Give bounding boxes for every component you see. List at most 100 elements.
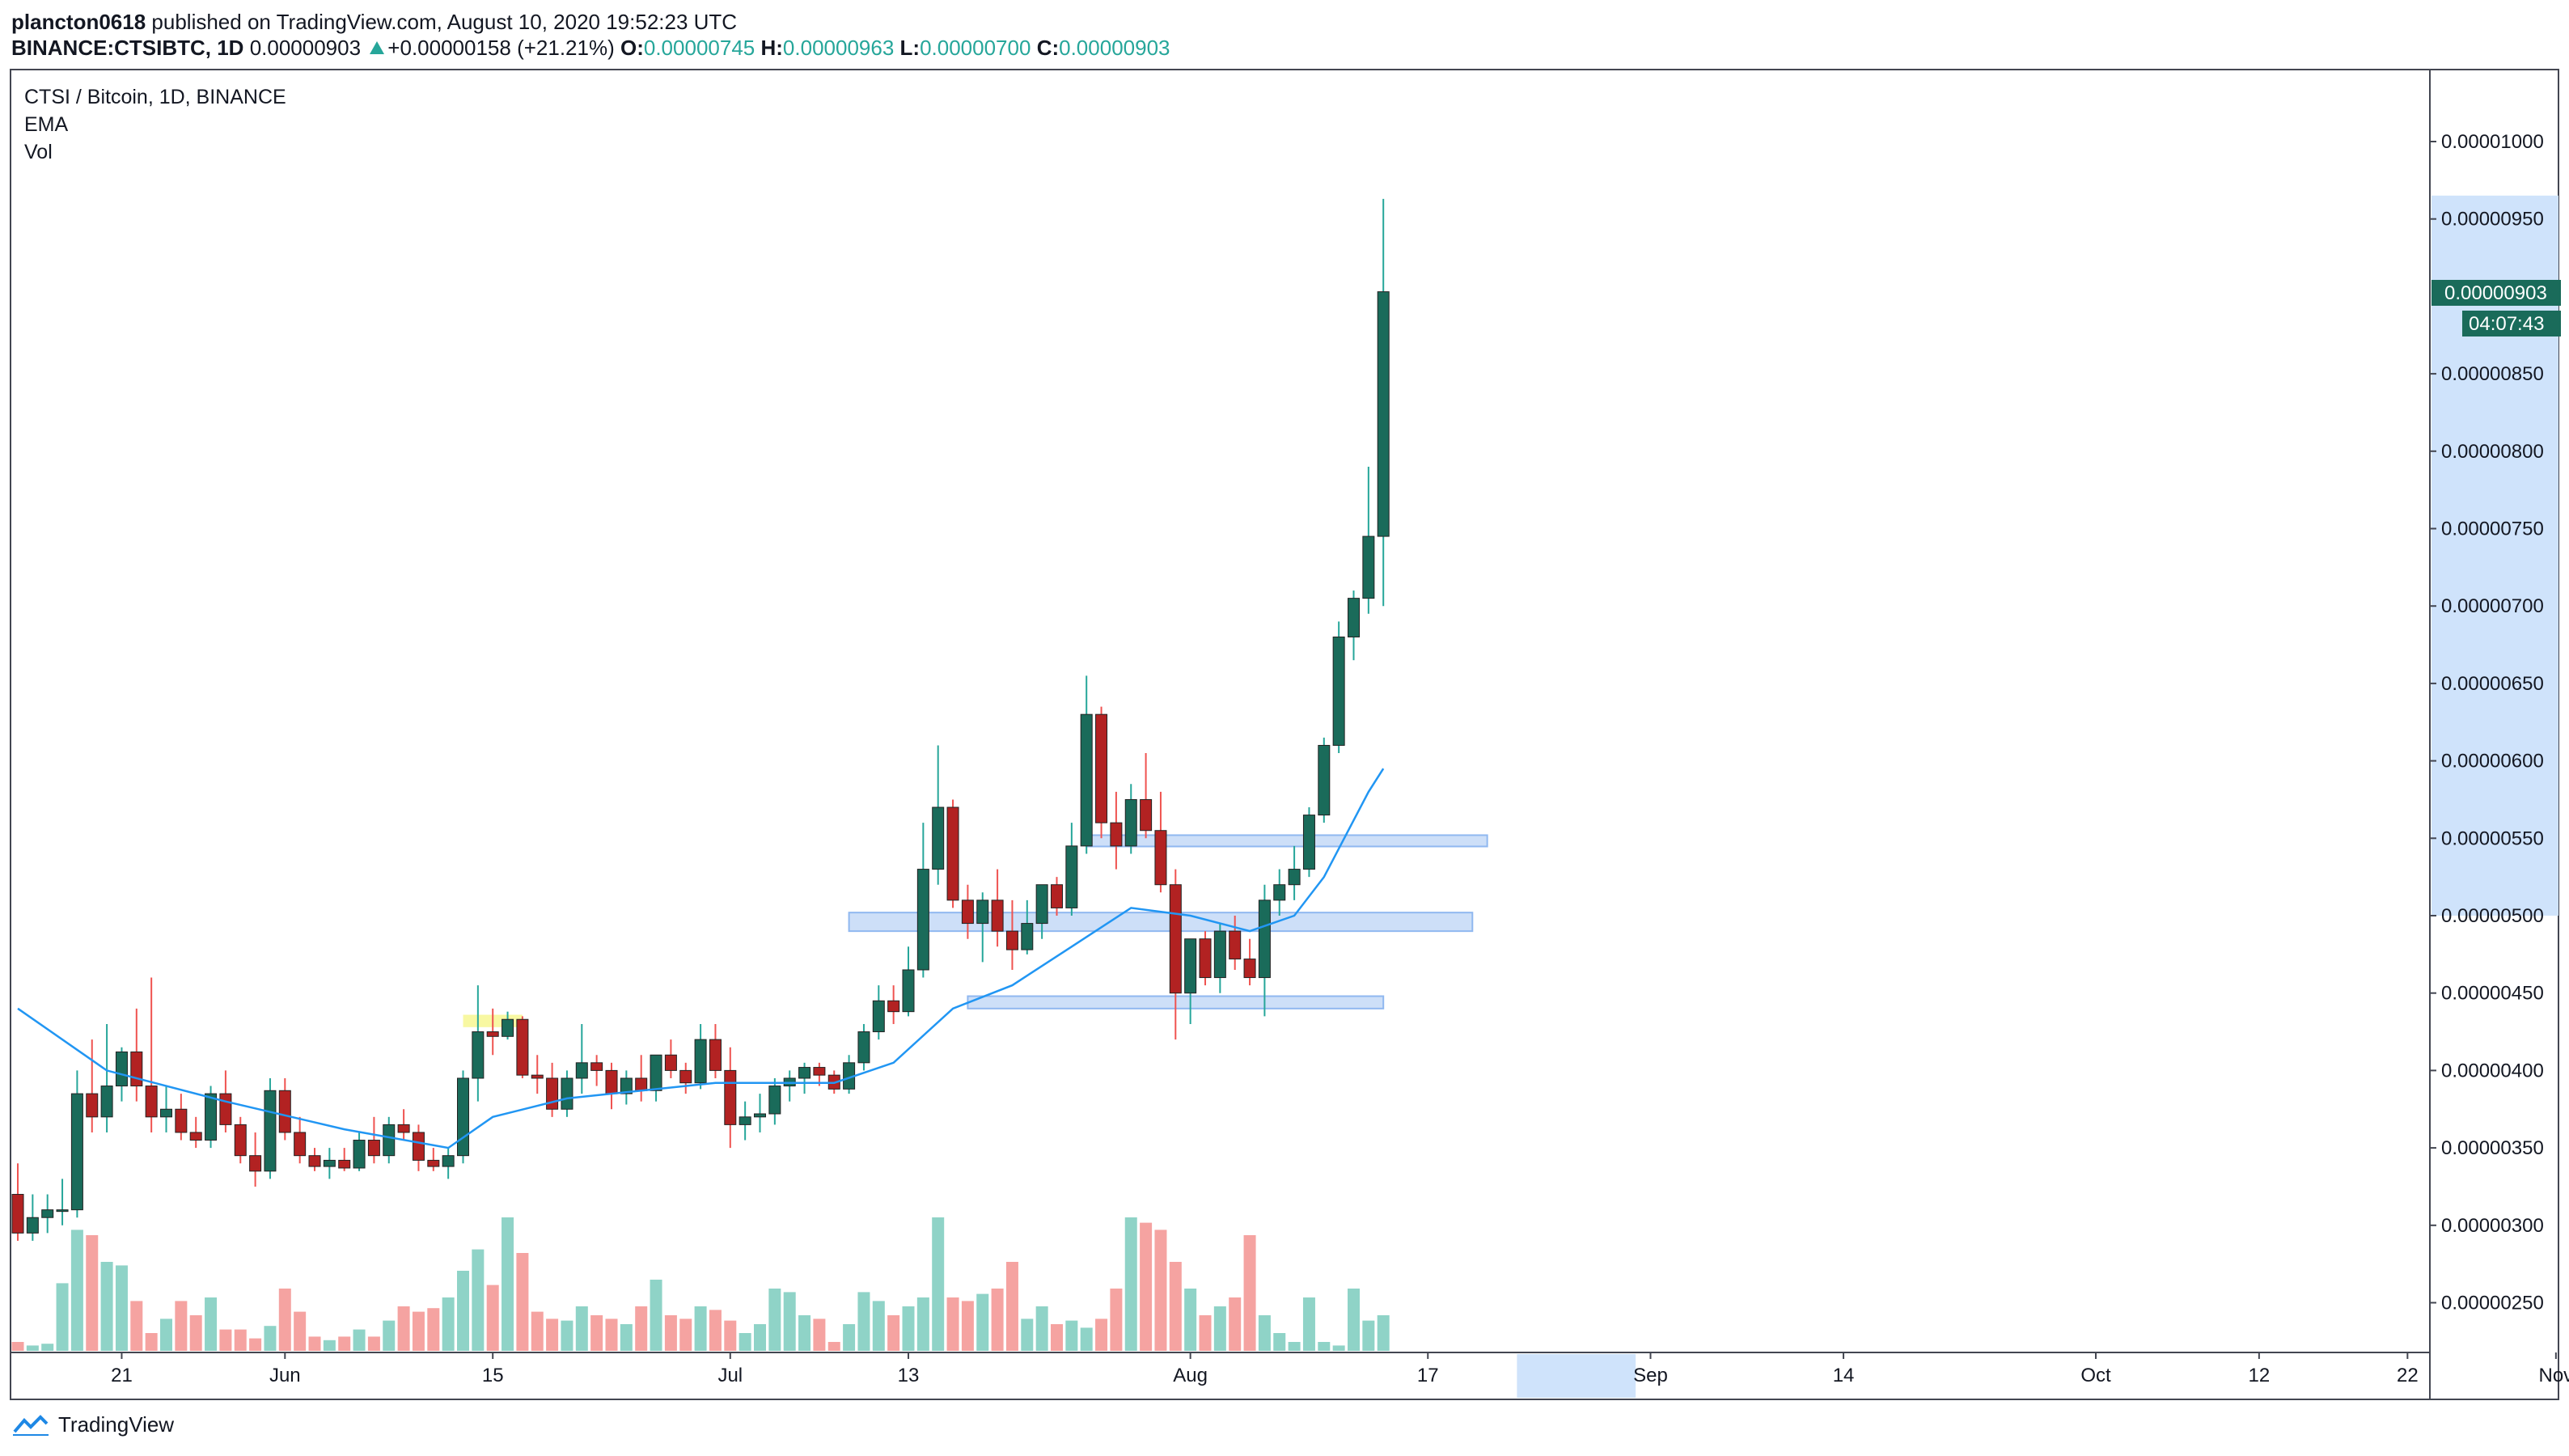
candle[interactable] — [916, 823, 929, 978]
candle[interactable] — [1169, 869, 1182, 1040]
candle[interactable] — [278, 1077, 291, 1141]
candle[interactable] — [145, 977, 158, 1132]
candle[interactable] — [754, 1094, 766, 1132]
candle[interactable] — [323, 1148, 336, 1179]
candle[interactable] — [397, 1109, 410, 1141]
volume-bar — [709, 1310, 722, 1351]
candle[interactable] — [635, 1055, 648, 1102]
candle[interactable] — [1065, 823, 1078, 916]
candle[interactable] — [857, 1023, 870, 1071]
candle[interactable] — [605, 1062, 618, 1110]
candle[interactable] — [70, 1070, 83, 1218]
candle[interactable] — [575, 1023, 588, 1094]
candle[interactable] — [516, 1016, 529, 1078]
support-zone-2[interactable] — [848, 912, 1474, 933]
footer-brand[interactable]: TradingView — [11, 1412, 174, 1437]
candle[interactable] — [590, 1055, 603, 1086]
candle[interactable] — [249, 1132, 262, 1187]
candle[interactable] — [1332, 621, 1345, 754]
candle[interactable] — [41, 1194, 54, 1234]
candle[interactable] — [1021, 899, 1034, 954]
candle[interactable] — [976, 892, 989, 963]
candle[interactable] — [709, 1023, 722, 1078]
candle[interactable] — [1213, 923, 1226, 993]
candle[interactable] — [1184, 938, 1197, 1024]
candle[interactable] — [1318, 737, 1331, 823]
candle[interactable] — [1199, 931, 1212, 986]
candle[interactable] — [1035, 884, 1048, 939]
volume-bar — [561, 1320, 573, 1351]
candle[interactable] — [175, 1094, 188, 1141]
candle[interactable] — [1095, 706, 1108, 839]
candle[interactable] — [768, 1077, 781, 1125]
author-name[interactable]: plancton0618 — [11, 10, 146, 34]
candle[interactable] — [1348, 590, 1360, 661]
candle[interactable] — [264, 1077, 277, 1179]
candle[interactable] — [353, 1132, 366, 1171]
candle[interactable] — [1110, 791, 1123, 870]
candle[interactable] — [1362, 466, 1375, 614]
candle[interactable] — [1258, 884, 1271, 1017]
candle[interactable] — [502, 1011, 514, 1040]
candle[interactable] — [412, 1124, 425, 1171]
volume-bar — [86, 1235, 99, 1351]
candle[interactable] — [1229, 916, 1242, 970]
candle[interactable] — [1377, 198, 1390, 607]
volume-bar — [932, 1217, 945, 1351]
candle[interactable] — [1005, 899, 1018, 970]
candle[interactable] — [1140, 753, 1153, 839]
candle[interactable] — [798, 1062, 811, 1094]
candle[interactable] — [367, 1116, 380, 1164]
candle[interactable] — [486, 1008, 499, 1056]
candle[interactable] — [442, 1148, 455, 1179]
candle[interactable] — [1273, 869, 1286, 916]
candle[interactable] — [620, 1070, 633, 1105]
candle[interactable] — [472, 985, 485, 1102]
candle[interactable] — [56, 1179, 69, 1225]
candle[interactable] — [739, 1101, 751, 1141]
candle[interactable] — [887, 985, 900, 1024]
candle[interactable] — [86, 1039, 99, 1132]
candle[interactable] — [26, 1194, 39, 1241]
candle[interactable] — [383, 1116, 396, 1164]
candle[interactable] — [160, 1086, 172, 1132]
candle[interactable] — [872, 985, 885, 1040]
candle[interactable] — [11, 1163, 24, 1241]
volume-bar — [1005, 1262, 1018, 1351]
candle[interactable] — [664, 1039, 677, 1078]
candle[interactable] — [1288, 845, 1301, 900]
candle[interactable] — [783, 1070, 796, 1102]
candle[interactable] — [189, 1116, 202, 1149]
candle[interactable] — [100, 1023, 113, 1132]
candle[interactable] — [338, 1148, 351, 1171]
candle[interactable] — [205, 1086, 218, 1149]
candle[interactable] — [724, 1047, 737, 1149]
candle[interactable] — [679, 1062, 692, 1094]
candle[interactable] — [843, 1055, 856, 1094]
candle[interactable] — [1243, 938, 1256, 986]
candle[interactable] — [294, 1116, 307, 1164]
candle[interactable] — [546, 1062, 559, 1117]
candle[interactable] — [1080, 675, 1093, 854]
price-chart[interactable]: 0.00001000 0.00000950 0.00000850 0.00000800… — [0, 0, 2569, 1407]
candle[interactable] — [457, 1070, 469, 1164]
candle-body — [100, 1086, 113, 1118]
candle[interactable] — [531, 1055, 544, 1094]
candle[interactable] — [902, 946, 915, 1017]
candle[interactable] — [427, 1148, 440, 1171]
candle[interactable] — [308, 1148, 321, 1171]
candle[interactable] — [694, 1023, 707, 1090]
candle[interactable] — [932, 745, 945, 885]
candle[interactable] — [991, 869, 1004, 947]
candle[interactable] — [1124, 784, 1137, 854]
candle[interactable] — [1154, 791, 1167, 893]
candle[interactable] — [561, 1070, 573, 1117]
candle[interactable] — [1051, 877, 1063, 916]
volume-bar — [160, 1318, 172, 1351]
candle[interactable] — [1302, 807, 1315, 878]
candle[interactable] — [234, 1116, 247, 1164]
candle[interactable] — [130, 1008, 143, 1102]
candle[interactable] — [650, 1054, 662, 1102]
candle[interactable] — [961, 884, 974, 939]
candle[interactable] — [946, 799, 959, 908]
